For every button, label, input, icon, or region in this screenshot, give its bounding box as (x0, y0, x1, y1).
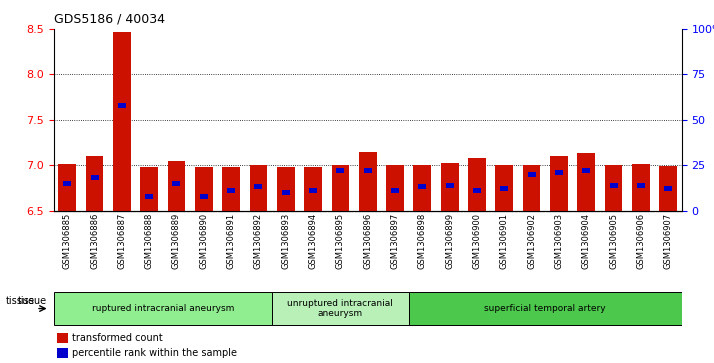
Bar (113, 32, 131, 211)
Bar (496, 165, 513, 211)
Text: ruptured intracranial aneurysm: ruptured intracranial aneurysm (91, 304, 234, 313)
Text: GSM1306903: GSM1306903 (555, 213, 563, 269)
Bar (441, 163, 458, 211)
Bar (359, 152, 376, 211)
Bar (501, 186, 508, 191)
Bar (254, 184, 263, 189)
Text: GSM1306892: GSM1306892 (254, 213, 263, 269)
Bar (391, 188, 399, 193)
Text: GSM1306904: GSM1306904 (582, 213, 590, 269)
Bar (227, 188, 235, 193)
Bar (659, 166, 677, 211)
Bar (91, 175, 99, 180)
Bar (56, 333, 68, 343)
Text: GSM1306890: GSM1306890 (199, 213, 208, 269)
Bar (578, 153, 595, 211)
Text: GSM1306886: GSM1306886 (90, 213, 99, 269)
Bar (632, 164, 650, 211)
Bar (59, 164, 76, 211)
Bar (336, 168, 344, 173)
Text: percentile rank within the sample: percentile rank within the sample (72, 348, 237, 358)
FancyBboxPatch shape (408, 292, 682, 325)
Bar (64, 181, 71, 186)
Bar (555, 170, 563, 175)
Bar (446, 183, 453, 188)
Bar (582, 168, 590, 173)
Bar (468, 158, 486, 211)
Text: transformed count: transformed count (72, 334, 164, 343)
Bar (610, 183, 618, 188)
Text: tissue: tissue (17, 296, 46, 306)
Bar (250, 165, 267, 211)
Text: unruptured intracranial
aneurysm: unruptured intracranial aneurysm (288, 299, 393, 318)
Bar (86, 156, 104, 211)
FancyBboxPatch shape (272, 292, 408, 325)
Bar (363, 168, 372, 173)
Bar (664, 186, 672, 191)
Bar (282, 190, 290, 195)
FancyBboxPatch shape (54, 292, 272, 325)
Bar (605, 165, 623, 211)
Text: superficial temporal artery: superficial temporal artery (485, 304, 606, 313)
Bar (304, 167, 322, 211)
Bar (118, 103, 126, 108)
Bar (173, 181, 181, 186)
Text: GSM1306898: GSM1306898 (418, 213, 427, 269)
Bar (637, 183, 645, 188)
Bar (168, 160, 186, 211)
Bar (200, 193, 208, 199)
Bar (309, 188, 317, 193)
Bar (550, 156, 568, 211)
Bar (145, 193, 154, 199)
Text: GSM1306907: GSM1306907 (664, 213, 673, 269)
Bar (528, 172, 536, 177)
Bar (523, 165, 540, 211)
Text: GSM1306891: GSM1306891 (226, 213, 236, 269)
Text: GSM1306885: GSM1306885 (63, 213, 71, 269)
Text: GDS5186 / 40034: GDS5186 / 40034 (54, 12, 164, 25)
Bar (473, 188, 481, 193)
Bar (418, 184, 426, 189)
Text: GSM1306894: GSM1306894 (308, 213, 318, 269)
Text: GSM1306905: GSM1306905 (609, 213, 618, 269)
Text: GSM1306888: GSM1306888 (145, 213, 154, 269)
Bar (222, 167, 240, 211)
Text: GSM1306902: GSM1306902 (527, 213, 536, 269)
Bar (56, 348, 68, 358)
Bar (277, 167, 295, 211)
Text: GSM1306901: GSM1306901 (500, 213, 509, 269)
Text: GSM1306893: GSM1306893 (281, 213, 291, 269)
Text: GSM1306895: GSM1306895 (336, 213, 345, 269)
Bar (386, 165, 404, 211)
Text: tissue: tissue (6, 295, 35, 306)
Text: GSM1306899: GSM1306899 (445, 213, 454, 269)
Text: GSM1306896: GSM1306896 (363, 213, 372, 269)
Bar (140, 167, 158, 211)
Bar (413, 165, 431, 211)
Text: GSM1306906: GSM1306906 (636, 213, 645, 269)
Text: GSM1306889: GSM1306889 (172, 213, 181, 269)
Bar (331, 165, 349, 211)
Text: GSM1306900: GSM1306900 (473, 213, 481, 269)
Text: GSM1306887: GSM1306887 (117, 213, 126, 269)
Bar (195, 167, 213, 211)
Text: GSM1306897: GSM1306897 (391, 213, 400, 269)
